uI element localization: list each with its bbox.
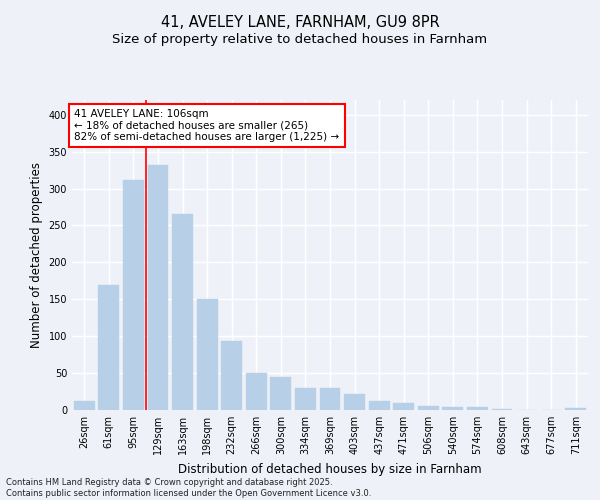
Bar bbox=[123, 180, 144, 410]
Bar bbox=[565, 408, 586, 410]
Bar bbox=[246, 373, 267, 410]
Text: Size of property relative to detached houses in Farnham: Size of property relative to detached ho… bbox=[112, 32, 488, 46]
Bar bbox=[221, 342, 242, 410]
Y-axis label: Number of detached properties: Number of detached properties bbox=[30, 162, 43, 348]
Bar bbox=[74, 401, 95, 410]
Bar bbox=[393, 402, 414, 410]
Text: Contains HM Land Registry data © Crown copyright and database right 2025.
Contai: Contains HM Land Registry data © Crown c… bbox=[6, 478, 371, 498]
Bar bbox=[368, 401, 389, 410]
Bar bbox=[344, 394, 365, 410]
X-axis label: Distribution of detached houses by size in Farnham: Distribution of detached houses by size … bbox=[178, 462, 482, 475]
Bar bbox=[442, 407, 463, 410]
Bar bbox=[197, 298, 218, 410]
Bar bbox=[295, 388, 316, 410]
Bar bbox=[467, 407, 488, 410]
Text: 41 AVELEY LANE: 106sqm
← 18% of detached houses are smaller (265)
82% of semi-de: 41 AVELEY LANE: 106sqm ← 18% of detached… bbox=[74, 109, 340, 142]
Bar bbox=[172, 214, 193, 410]
Bar bbox=[320, 388, 340, 410]
Bar bbox=[418, 406, 439, 410]
Bar bbox=[98, 284, 119, 410]
Bar bbox=[148, 165, 169, 410]
Bar bbox=[271, 377, 292, 410]
Text: 41, AVELEY LANE, FARNHAM, GU9 8PR: 41, AVELEY LANE, FARNHAM, GU9 8PR bbox=[161, 15, 439, 30]
